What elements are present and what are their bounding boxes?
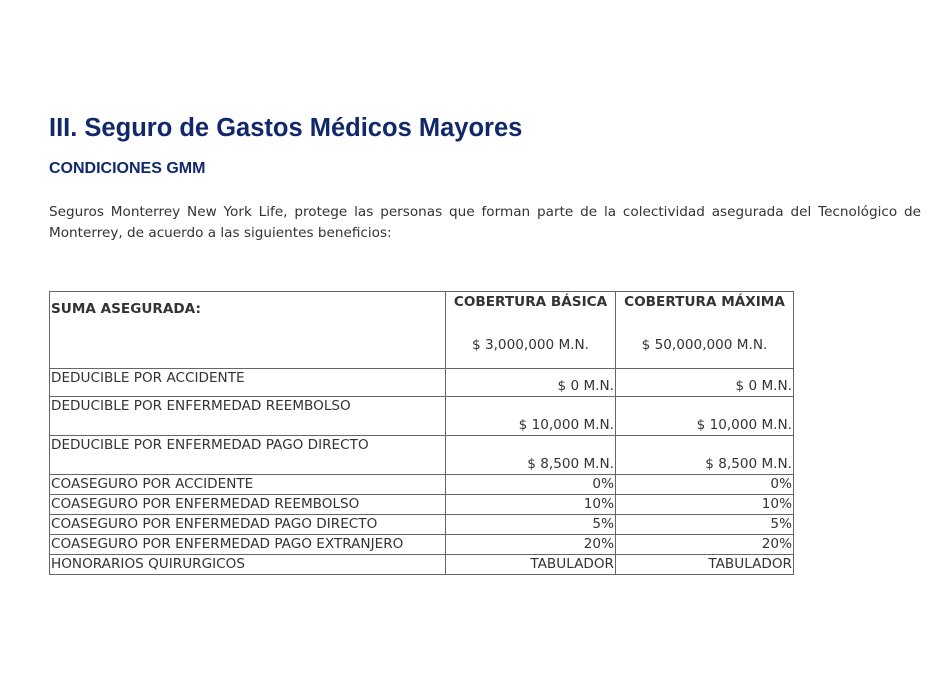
header-cobertura-basica: COBERTURA BÁSICA $ 3,000,000 M.N. — [445, 291, 616, 369]
table-header-row: SUMA ASEGURADA: COBERTURA BÁSICA $ 3,000… — [49, 291, 794, 369]
maxima-value: $ 0 M.N. — [615, 368, 794, 397]
table-row: DEDUCIBLE POR ENFERMEDAD PAGO DIRECTO $ 8… — [49, 435, 794, 475]
sum-insured-value: $ 3,000,000 M.N. — [471, 337, 589, 353]
row-label: COASEGURO POR ENFERMEDAD REEMBOLSO — [49, 494, 446, 515]
header-label: COBERTURA BÁSICA — [453, 294, 608, 310]
benefits-table: SUMA ASEGURADA: COBERTURA BÁSICA $ 3,000… — [49, 291, 794, 575]
maxima-value: $ 10,000 M.N. — [615, 396, 794, 436]
basica-value: 5% — [445, 514, 616, 535]
row-label: COASEGURO POR ENFERMEDAD PAGO EXTRANJERO — [49, 534, 446, 555]
maxima-value: 20% — [615, 534, 794, 555]
table-row: DEDUCIBLE POR ACCIDENTE $ 0 M.N. $ 0 M.N. — [49, 368, 794, 397]
row-label: HONORARIOS QUIRURGICOS — [49, 554, 446, 575]
row-label: COASEGURO POR ENFERMEDAD PAGO DIRECTO — [49, 514, 446, 535]
basica-value: 20% — [445, 534, 616, 555]
basica-value: $ 0 M.N. — [445, 368, 616, 397]
intro-paragraph: Seguros Monterrey New York Life, protege… — [49, 204, 921, 241]
basica-value: $ 10,000 M.N. — [445, 396, 616, 436]
table-row: COASEGURO POR ENFERMEDAD PAGO DIRECTO 5% 5… — [49, 514, 794, 535]
header-label: COBERTURA MÁXIMA — [624, 294, 785, 310]
row-label: DEDUCIBLE POR ENFERMEDAD PAGO DIRECTO — [49, 435, 446, 475]
maxima-value: 5% — [615, 514, 794, 535]
table-row: COASEGURO POR ENFERMEDAD PAGO EXTRANJERO… — [49, 534, 794, 555]
sum-insured-value: $ 50,000,000 M.N. — [641, 337, 768, 353]
table-row: HONORARIOS QUIRURGICOS TABULADOR TABULADOR — [49, 554, 794, 575]
table-row: DEDUCIBLE POR ENFERMEDAD REEMBOLSO $ 10,0… — [49, 396, 794, 436]
header-cobertura-maxima: COBERTURA MÁXIMA $ 50,000,000 M.N. — [615, 291, 794, 369]
maxima-value: 0% — [615, 474, 794, 495]
maxima-value: TABULADOR — [615, 554, 794, 575]
maxima-value: $ 8,500 M.N. — [615, 435, 794, 475]
row-label: DEDUCIBLE POR ENFERMEDAD REEMBOLSO — [49, 396, 446, 436]
header-suma-asegurada: SUMA ASEGURADA: — [49, 291, 446, 369]
table-row: COASEGURO POR ACCIDENTE 0% 0% — [49, 474, 794, 495]
table-row: COASEGURO POR ENFERMEDAD REEMBOLSO 10% 10% — [49, 494, 794, 515]
maxima-value: 10% — [615, 494, 794, 515]
basica-value: TABULADOR — [445, 554, 616, 575]
basica-value: 10% — [445, 494, 616, 515]
basica-value: $ 8,500 M.N. — [445, 435, 616, 475]
section-subtitle: CONDICIONES GMM — [49, 160, 206, 177]
row-label: COASEGURO POR ACCIDENTE — [49, 474, 446, 495]
row-label: DEDUCIBLE POR ACCIDENTE — [49, 368, 446, 397]
basica-value: 0% — [445, 474, 616, 495]
page-title: III. Seguro de Gastos Médicos Mayores — [49, 114, 523, 142]
